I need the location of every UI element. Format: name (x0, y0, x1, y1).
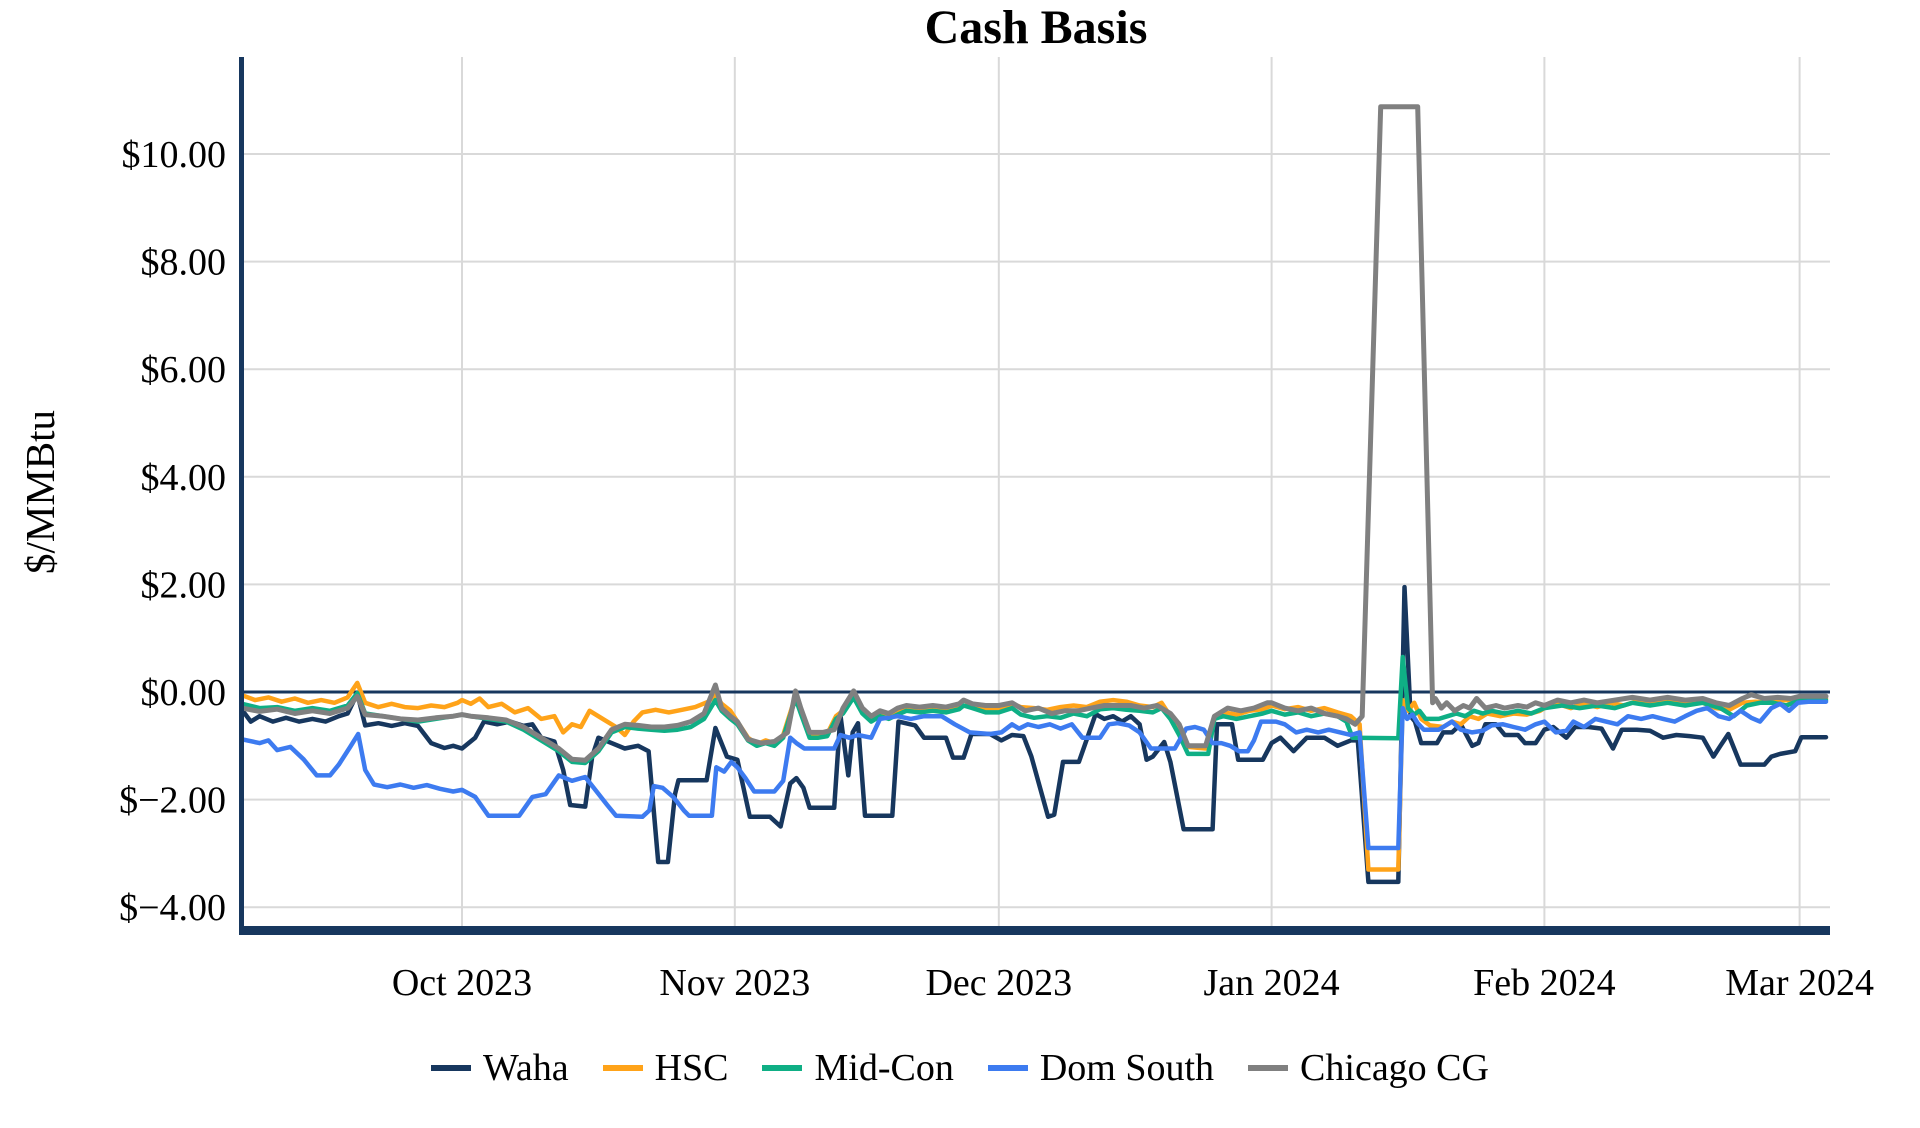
y-tick-label: $0.00 (141, 672, 227, 714)
legend-label: Waha (483, 1047, 569, 1089)
x-tick-label: Feb 2024 (1473, 962, 1616, 1004)
y-tick-label: $2.00 (141, 564, 227, 606)
x-axis-line (239, 926, 1830, 935)
series-line-mid-con (239, 654, 1829, 766)
x-tick-label: Dec 2023 (925, 962, 1072, 1004)
series-line-waha (239, 584, 1829, 885)
legend-item-dom-south: Dom South (987, 1047, 1215, 1089)
y-tick-label: $−2.00 (119, 780, 226, 822)
series-line-dom-south (239, 699, 1829, 851)
y-axis-line (239, 57, 244, 934)
legend-label: Chicago CG (1300, 1047, 1489, 1089)
chart-legend: Waha HSC Mid-Con Dom South Chicago CG (0, 1038, 1920, 1098)
legend-label: Mid-Con (814, 1047, 954, 1089)
legend-label: Dom South (1039, 1047, 1215, 1089)
y-tick-label: $8.00 (141, 242, 227, 284)
legend-swatch (1248, 1065, 1289, 1071)
series-line-chicago-cg (239, 104, 1829, 763)
legend-label: HSC (654, 1047, 729, 1089)
y-tick-label: $−4.00 (119, 887, 226, 929)
x-tick-label: Jan 2024 (1204, 962, 1340, 1004)
x-tick-label: Nov 2023 (659, 962, 810, 1004)
y-tick-label: $4.00 (141, 457, 227, 499)
y-tick-label: $6.00 (141, 349, 227, 391)
y-tick-label: $10.00 (122, 134, 227, 176)
legend-swatch (602, 1065, 643, 1071)
legend-swatch (431, 1065, 471, 1071)
legend-item-hsc: HSC (602, 1047, 729, 1089)
x-tick-label: Oct 2023 (392, 962, 532, 1004)
cash-basis-chart: $10.00 $8.00 $6.00 $4.00 $2.00 $0.00 $−2.00 $−4… (119, 57, 1874, 1004)
legend-swatch (987, 1065, 1028, 1071)
legend-item-waha: Waha (431, 1049, 569, 1087)
x-tick-label: Mar 2024 (1725, 962, 1874, 1004)
legend-item-mid-con: Mid-Con (762, 1047, 954, 1089)
chart-title: Cash Basis (924, 1, 1148, 54)
legend-swatch (762, 1065, 803, 1071)
legend-item-chicago-cg: Chicago CG (1248, 1049, 1489, 1087)
